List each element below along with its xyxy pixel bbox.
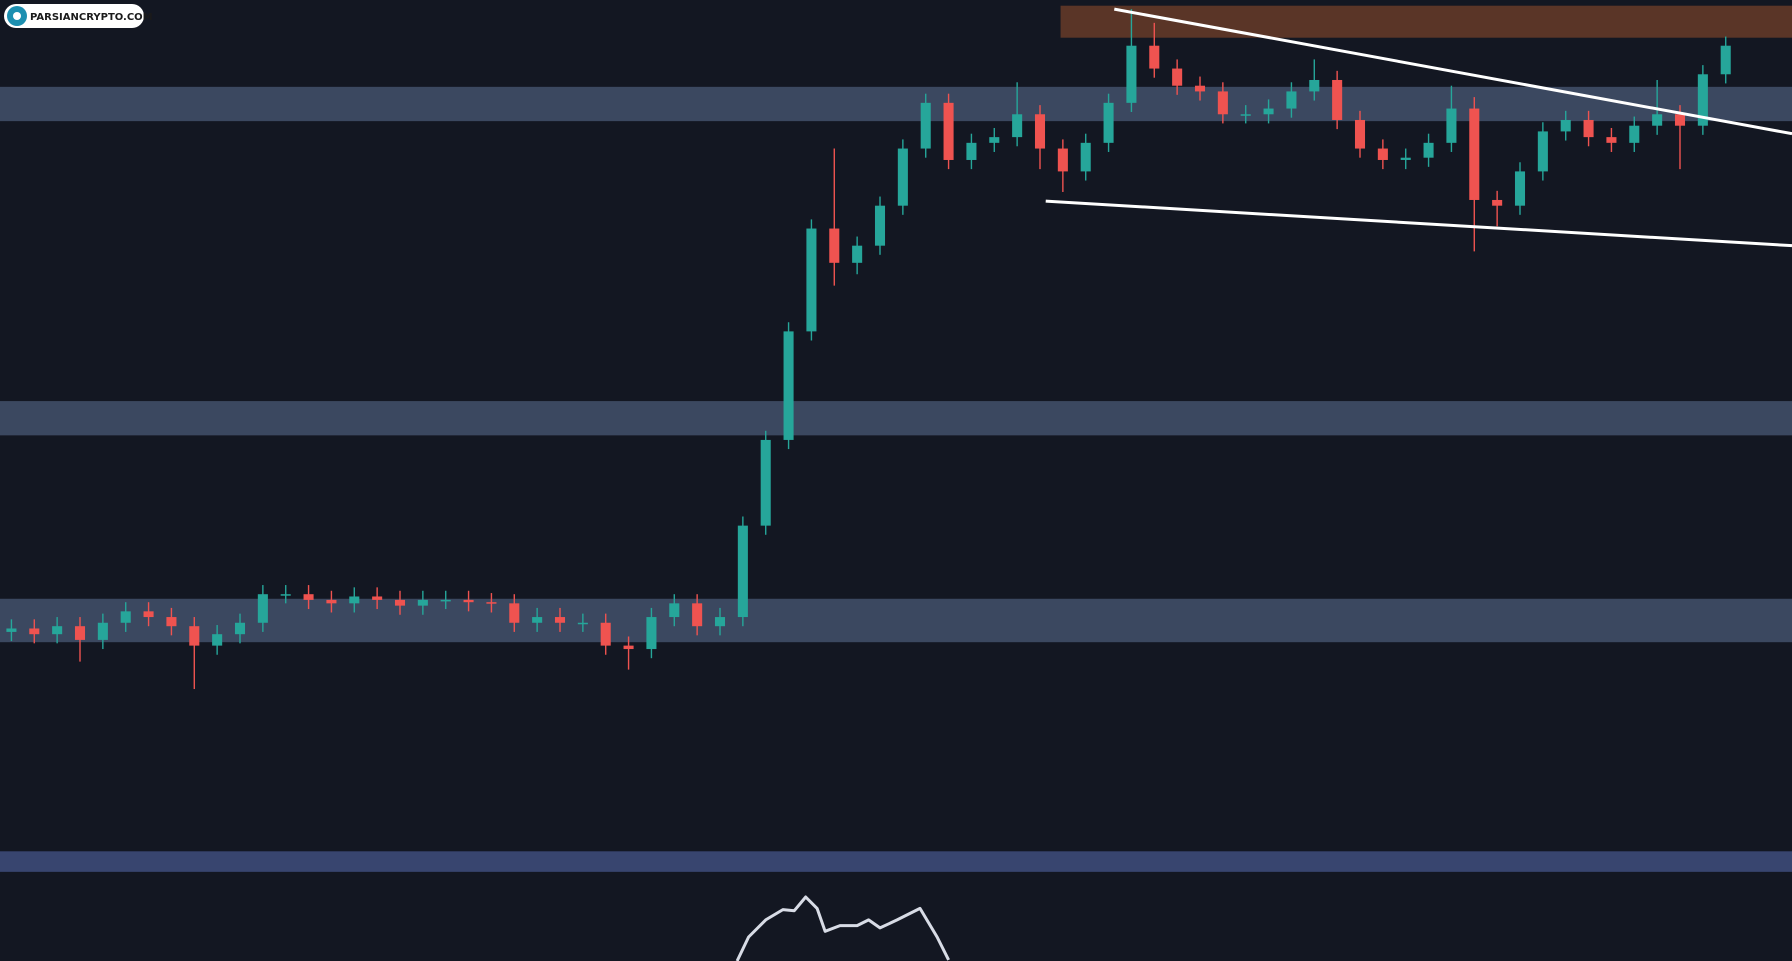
candle-body: [1446, 108, 1457, 143]
candle-body: [166, 617, 177, 627]
zone: [0, 401, 1792, 436]
candle-body: [943, 102, 954, 160]
candle-body: [212, 634, 223, 646]
candle-body: [52, 626, 63, 635]
candle-body: [1080, 142, 1091, 172]
zone: [0, 851, 1792, 872]
candle-body: [326, 599, 337, 604]
candle-body: [1194, 85, 1206, 92]
candle-body: [349, 596, 360, 604]
candle-body: [143, 611, 154, 618]
logo-badge: [4, 4, 144, 28]
candle-body: [1217, 91, 1228, 115]
candle-body: [1172, 68, 1183, 86]
logo-icon-dot: [13, 12, 21, 20]
candle-body: [806, 228, 817, 332]
candle-body: [966, 142, 977, 160]
candle-body: [303, 594, 314, 600]
candle-body: [74, 626, 86, 640]
candle-body: [509, 603, 520, 623]
candle-body: [1400, 157, 1411, 160]
candle-body: [486, 602, 497, 604]
candle-body: [1560, 119, 1571, 132]
candle-body: [189, 626, 200, 646]
candle-body: [554, 617, 566, 623]
candle-body: [714, 617, 726, 627]
candle-body: [1629, 125, 1640, 143]
indicator-line: [735, 895, 950, 961]
candle-body: [1606, 137, 1617, 143]
candle-body: [760, 439, 771, 526]
zone: [0, 86, 1792, 122]
candle-body: [1240, 114, 1251, 116]
candle-body: [463, 599, 474, 603]
candle-body: [1674, 114, 1686, 126]
candle-body: [897, 148, 908, 206]
candle-body: [29, 628, 40, 635]
candle-body: [532, 617, 543, 623]
candle-body: [852, 245, 863, 263]
candle-body: [1286, 91, 1297, 109]
candle-body: [829, 228, 840, 263]
trendline: [1045, 199, 1792, 248]
candle-body: [874, 205, 886, 246]
candle-body: [1492, 199, 1503, 206]
candle-body: [577, 622, 588, 625]
candle-body: [1103, 102, 1114, 143]
candle-body: [1012, 114, 1023, 138]
candle-body: [623, 645, 634, 650]
candle-body: [97, 622, 108, 640]
candle-body: [1057, 148, 1068, 172]
candle-body: [120, 611, 131, 623]
candle-body: [920, 102, 931, 149]
candle-body: [692, 603, 703, 627]
candle-body: [1354, 119, 1366, 149]
candle-body: [1537, 131, 1548, 172]
candle-body: [1377, 148, 1388, 160]
logo: PARSIANCRYPTO.COM: [4, 4, 153, 28]
candle-body: [1034, 114, 1046, 149]
candle-body: [989, 137, 1000, 143]
candle-body: [394, 599, 406, 606]
candle-body: [737, 525, 748, 618]
candle-body: [234, 622, 246, 635]
candle-body: [1514, 171, 1526, 206]
candle-body: [1423, 142, 1434, 158]
candles: [6, 9, 1731, 690]
candle-body: [1469, 108, 1480, 200]
candle-body: [1720, 45, 1731, 75]
trendline: [1114, 7, 1792, 136]
candle-body: [1583, 119, 1594, 138]
zone: [0, 598, 1792, 643]
candle-body: [1149, 45, 1160, 69]
candle-body: [280, 594, 291, 596]
candle-body: [440, 599, 451, 602]
candle-body: [6, 628, 17, 632]
candle-body: [1332, 79, 1343, 120]
candle-body: [417, 599, 428, 606]
candle-body: [1652, 114, 1663, 126]
candle-body: [372, 596, 383, 600]
candle-body: [257, 594, 268, 623]
candle-body: [646, 617, 657, 650]
candle-body: [1263, 108, 1274, 115]
candle-body: [1126, 45, 1137, 103]
logo-text: PARSIANCRYPTO.COM: [30, 12, 153, 23]
candle-body: [1309, 79, 1320, 92]
candle-body: [669, 603, 680, 618]
trendlines: [735, 7, 1792, 961]
zone: [1060, 5, 1792, 38]
candle-body: [600, 622, 611, 646]
candle-body: [783, 331, 794, 440]
candle-body: [1697, 74, 1708, 126]
